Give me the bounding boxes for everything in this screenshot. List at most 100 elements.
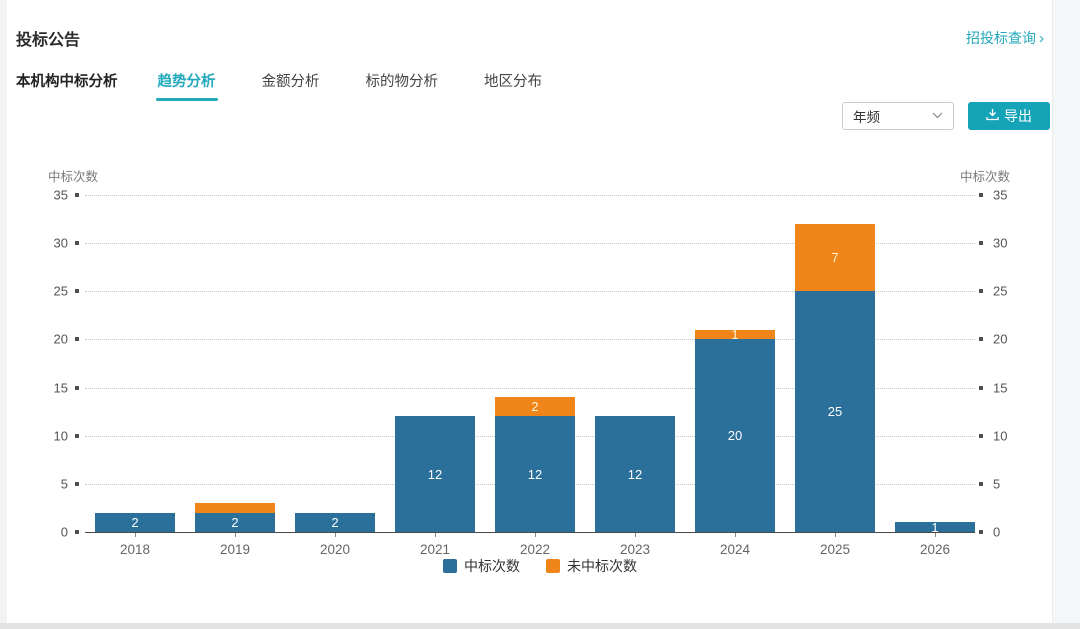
y-tick-marker-left [75, 481, 79, 486]
analysis-tabs: 本机构中标分析 趋势分析 金额分析 标的物分析 地区分布 [16, 70, 588, 101]
y-tick-marker-right [979, 385, 983, 390]
bar-segment-中标次数-2019[interactable]: 2 [195, 512, 275, 532]
legend-swatch [443, 559, 457, 573]
x-axis-label-2024: 2024 [719, 542, 751, 557]
tab-subject-analysis[interactable]: 标的物分析 [366, 70, 439, 101]
y-tick-marker-left [75, 530, 79, 534]
y-tick-marker-right [979, 337, 983, 342]
page-gutter-right [1052, 0, 1080, 629]
bar-segment-中标次数-2024[interactable]: 20 [695, 339, 775, 532]
y-tick-label-left: 5 [60, 476, 68, 492]
y-gridline [85, 291, 975, 293]
x-axis-label-2022: 2022 [519, 542, 551, 557]
bar-segment-中标次数-2026[interactable]: 1 [895, 522, 975, 532]
y-tick-label-right: 25 [993, 283, 1008, 299]
y-tick-marker-right [979, 289, 983, 294]
export-button[interactable]: 导出 [968, 102, 1050, 130]
tab-label: 趋势分析 [157, 74, 216, 90]
bar-segment-中标次数-2025[interactable]: 25 [795, 291, 875, 532]
y-tick-marker-left [75, 289, 79, 294]
bar-segment-未中标次数-2022[interactable]: 2 [495, 397, 575, 417]
y-tick-label-left: 30 [53, 235, 68, 251]
y-tick-label-right: 35 [993, 187, 1008, 203]
x-axis-tick [535, 533, 536, 537]
bar-value-label: 1 [731, 329, 739, 340]
y-tick-marker-right [979, 193, 983, 197]
x-axis-label-2023: 2023 [619, 542, 651, 557]
x-axis-label-2020: 2020 [319, 542, 351, 557]
tender-query-link[interactable]: 招投标查询 › [966, 28, 1044, 48]
y-tick-label-right: 30 [993, 235, 1008, 251]
bar-value-label: 7 [831, 250, 839, 266]
legend-item-未中标次数[interactable]: 未中标次数 [546, 556, 637, 576]
tab-region-distribution[interactable]: 地区分布 [484, 70, 542, 101]
frequency-select[interactable]: 年频 [842, 102, 954, 130]
x-axis-label-2021: 2021 [419, 542, 451, 557]
y-tick-label-left: 35 [53, 187, 68, 203]
chart-controls: 年频 导出 [842, 102, 1050, 130]
bar-value-label: 2 [531, 399, 539, 415]
y-tick-label-left: 20 [53, 331, 68, 347]
y-gridline [85, 195, 975, 196]
bar-segment-中标次数-2018[interactable]: 2 [95, 512, 175, 532]
tab-trend-analysis[interactable]: 趋势分析 [155, 70, 218, 101]
page-edge-bottom [0, 623, 1080, 629]
bar-segment-中标次数-2022[interactable]: 12 [495, 416, 575, 532]
chevron-down-icon [932, 111, 943, 122]
x-axis-label-2026: 2026 [919, 542, 951, 557]
x-axis-tick [235, 533, 236, 537]
y-tick-label-left: 0 [60, 524, 68, 540]
y-tick-label-left: 25 [53, 283, 68, 299]
y-gridline [85, 339, 975, 341]
bar-segment-中标次数-2020[interactable]: 2 [295, 512, 375, 532]
x-axis-label-2019: 2019 [219, 542, 251, 557]
download-icon [986, 108, 999, 124]
bar-segment-未中标次数-2019[interactable] [195, 503, 275, 513]
y-axis-title-right: 中标次数 [959, 170, 1010, 184]
bar-value-label: 2 [231, 514, 239, 530]
y-axis-title-left: 中标次数 [48, 170, 99, 184]
y-gridline [85, 387, 975, 389]
legend-item-中标次数[interactable]: 中标次数 [443, 556, 520, 576]
bar-segment-未中标次数-2025[interactable]: 7 [795, 223, 875, 292]
export-button-label: 导出 [1004, 108, 1032, 124]
y-tick-marker-right [979, 433, 983, 438]
legend-label: 中标次数 [464, 558, 520, 574]
bar-value-label: 20 [727, 428, 743, 444]
y-tick-marker-left [75, 385, 79, 390]
y-tick-marker-left [75, 193, 79, 197]
y-tick-label-right: 0 [993, 524, 1001, 540]
y-tick-marker-left [75, 433, 79, 438]
trend-bar-chart: 中标次数 中标次数 中标次数 未中标次数 0 0 5 5 10 10 15 15 20 20 25 25… [0, 150, 1080, 590]
y-tick-label-right: 20 [993, 331, 1008, 347]
x-axis-tick [435, 533, 436, 537]
legend-swatch [546, 559, 560, 573]
bar-value-label: 12 [527, 466, 543, 482]
y-tick-label-right: 5 [993, 476, 1001, 492]
bar-value-label: 2 [331, 514, 339, 530]
bar-value-label: 12 [627, 466, 643, 482]
section-subtitle: 本机构中标分析 [16, 74, 118, 90]
x-axis-tick [135, 533, 136, 537]
y-tick-label-left: 10 [53, 428, 68, 444]
x-axis-tick [935, 533, 936, 537]
tab-amount-analysis[interactable]: 金额分析 [262, 70, 320, 101]
bar-value-label: 12 [427, 466, 443, 482]
frequency-select-value: 年频 [853, 110, 880, 125]
tab-label: 金额分析 [261, 74, 320, 90]
page-edge-left [0, 0, 7, 629]
y-tick-label-right: 15 [993, 380, 1008, 396]
y-tick-marker-left [75, 337, 79, 342]
x-axis-tick [735, 533, 736, 537]
bar-segment-中标次数-2021[interactable]: 12 [395, 416, 475, 532]
chevron-right-icon: › [1039, 29, 1044, 47]
x-axis-tick [335, 533, 336, 537]
x-axis-tick [635, 533, 636, 537]
bar-segment-中标次数-2023[interactable]: 12 [595, 416, 675, 532]
bar-segment-未中标次数-2024[interactable]: 1 [695, 329, 775, 340]
x-axis-label-2025: 2025 [819, 542, 851, 557]
legend-label: 未中标次数 [567, 558, 637, 574]
chart-legend: 中标次数 未中标次数 [0, 556, 1080, 576]
y-tick-marker-right [979, 530, 983, 534]
